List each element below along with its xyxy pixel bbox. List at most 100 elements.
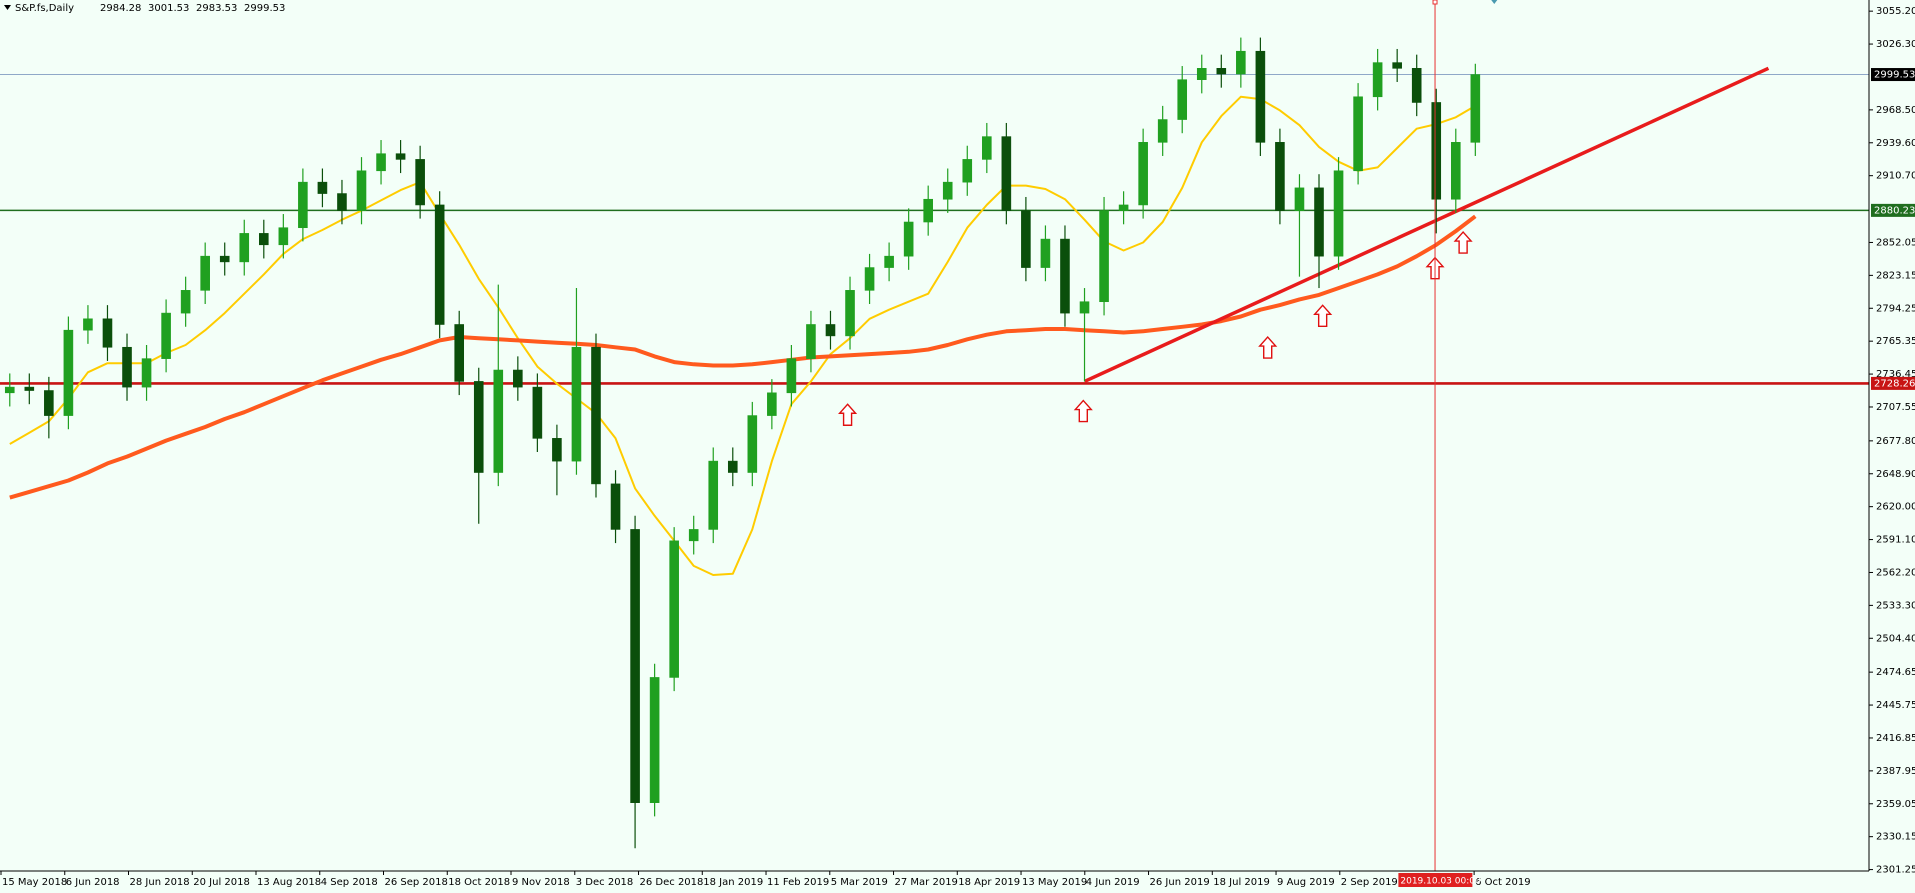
y-tick-label: 2677.80 <box>1876 436 1915 447</box>
price-label: 2728.26 <box>1874 378 1915 389</box>
candle-body <box>102 318 113 348</box>
y-tick-label: 3026.30 <box>1876 39 1915 50</box>
candle-body <box>1333 170 1344 257</box>
candle-body <box>1450 142 1461 200</box>
x-tick-label: 26 Sep 2018 <box>385 877 448 888</box>
x-tick-label: 3 Dec 2018 <box>576 877 634 888</box>
y-tick-label: 2533.30 <box>1876 600 1915 611</box>
candle-body <box>1431 102 1442 200</box>
x-tick-label: 20 Jul 2018 <box>193 877 250 888</box>
support-arrow <box>1073 399 1093 423</box>
candle-body <box>122 346 132 388</box>
candle-body <box>317 181 328 194</box>
candle-body <box>337 193 347 211</box>
candle-body <box>1255 50 1266 143</box>
x-tick-label: 18 Apr 2019 <box>958 877 1020 888</box>
candle-body <box>278 227 289 246</box>
candle-body <box>473 381 484 473</box>
candle-body <box>1470 74 1481 143</box>
candle-body <box>1392 62 1402 69</box>
x-tick-label: 18 Jan 2019 <box>703 877 763 888</box>
candle-body <box>1040 238 1051 268</box>
x-tick-label: 15 May 2018 <box>2 877 67 888</box>
candle-body <box>1118 204 1129 211</box>
x-tick-label: 26 Dec 2018 <box>640 877 704 888</box>
candle-body <box>4 386 15 394</box>
candle-body <box>923 198 933 223</box>
x-tick-label: 13 Aug 2018 <box>257 877 321 888</box>
x-tick-label: 18 Jul 2019 <box>1213 877 1270 888</box>
object-marker <box>1491 0 1498 4</box>
candle-body <box>708 460 719 530</box>
y-tick-label: 2910.70 <box>1876 171 1915 182</box>
candle-body <box>1177 79 1188 120</box>
candle-body <box>903 221 914 257</box>
candle-body <box>376 153 386 172</box>
candle-body <box>493 369 504 473</box>
candle-body <box>83 318 93 331</box>
y-tick-label: 2648.90 <box>1876 469 1915 480</box>
menu-triangle[interactable] <box>4 5 11 10</box>
y-tick-label: 2387.95 <box>1876 766 1915 777</box>
candle-body <box>1236 50 1246 75</box>
y-tick-label: 2301.25 <box>1876 865 1915 876</box>
candle-body <box>962 159 973 183</box>
candle-body <box>845 290 855 337</box>
candle-body <box>1411 68 1422 103</box>
x-tick-label: 11 Feb 2019 <box>767 877 829 888</box>
y-tick-label: 2620.00 <box>1876 502 1915 513</box>
y-tick-label: 2823.15 <box>1876 270 1915 281</box>
x-tick-label: 9 Nov 2018 <box>512 877 570 888</box>
candle-body <box>259 233 269 246</box>
candle-body <box>767 392 777 416</box>
moving-average <box>9 95 1476 576</box>
candle-body <box>1196 68 1207 80</box>
x-tick-label: 28 Jun 2018 <box>130 877 190 888</box>
candle-body <box>1372 62 1383 98</box>
y-tick-label: 2416.85 <box>1876 733 1915 744</box>
candle-body <box>1099 210 1109 303</box>
y-tick-label: 2330.15 <box>1876 832 1915 843</box>
support-arrow <box>1313 304 1333 328</box>
candle-body <box>1294 187 1305 211</box>
candle-body <box>571 346 582 462</box>
y-tick-label: 2474.65 <box>1876 667 1915 678</box>
x-tick-label: 6 Oct 2019 <box>1475 877 1530 888</box>
y-tick-label: 2968.50 <box>1876 105 1915 116</box>
candle-body <box>688 529 699 542</box>
candle-body <box>395 153 406 160</box>
candle-body <box>884 255 894 268</box>
candle-body <box>591 346 601 485</box>
y-tick-label: 2504.40 <box>1876 633 1915 644</box>
candle-body <box>180 290 191 314</box>
price-label: 2880.23 <box>1874 205 1915 216</box>
crosshair-handle <box>1432 0 1438 5</box>
trendline <box>1083 66 1770 384</box>
ohlc-value: 2999.53 <box>244 3 285 14</box>
candle-body <box>786 358 797 394</box>
y-tick-label: 2765.35 <box>1876 336 1915 347</box>
ohlc-value: 3001.53 <box>148 3 189 14</box>
ohlc-value: 2983.53 <box>196 3 237 14</box>
candle-body <box>239 233 250 263</box>
candle-body <box>727 460 738 473</box>
y-tick-label: 2707.55 <box>1876 402 1915 413</box>
candle-body <box>1060 238 1070 314</box>
candle-body <box>219 255 230 263</box>
candle-body <box>44 390 54 416</box>
candle-body <box>356 170 367 211</box>
candle-body <box>1138 142 1148 206</box>
x-tick-label: 18 Oct 2018 <box>448 877 510 888</box>
candle-body <box>532 386 543 439</box>
support-arrow <box>1258 336 1278 359</box>
candle-body <box>1021 210 1031 268</box>
candle-body <box>649 677 660 803</box>
candle-body <box>806 324 816 359</box>
price-label: 2999.53 <box>1874 70 1915 81</box>
candle-body <box>141 358 152 388</box>
candle-body <box>513 369 523 388</box>
crosshair-label: 2019.10.03 00:00 <box>1400 877 1481 887</box>
price-label-box <box>1871 203 1915 217</box>
candle-body <box>1216 68 1227 75</box>
y-tick-label: 2939.60 <box>1876 138 1915 149</box>
